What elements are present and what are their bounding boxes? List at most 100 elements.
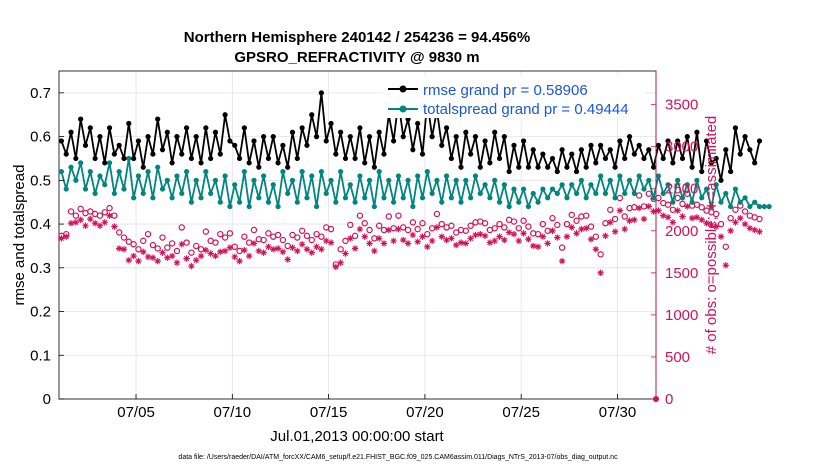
possible-obs-point bbox=[404, 226, 412, 234]
possible-obs-point bbox=[616, 194, 624, 202]
totalspread-point bbox=[333, 199, 339, 205]
totalspread-point bbox=[511, 186, 517, 192]
rmse-point bbox=[492, 129, 498, 135]
rmse-point bbox=[366, 134, 373, 140]
assimilated-obs-point bbox=[640, 215, 648, 223]
assimilated-obs-point bbox=[660, 212, 667, 219]
totalspread-point bbox=[650, 195, 657, 201]
rmse-point bbox=[496, 155, 503, 162]
possible-obs-point bbox=[607, 206, 614, 213]
totalspread-point bbox=[135, 173, 142, 179]
assimilated-obs-point bbox=[554, 234, 561, 241]
assimilated-obs-point bbox=[366, 240, 373, 247]
totalspread-point bbox=[193, 177, 199, 183]
totalspread-point bbox=[212, 177, 219, 183]
totalspread-point bbox=[583, 195, 589, 201]
rmse-point bbox=[227, 138, 233, 144]
totalspread-point bbox=[111, 190, 117, 197]
possible-obs-point bbox=[308, 236, 315, 244]
x-tick-label: 07/10 bbox=[214, 404, 252, 421]
possible-obs-point bbox=[558, 244, 566, 251]
rmse-point bbox=[102, 160, 108, 166]
rmse-point bbox=[443, 125, 450, 131]
possible-obs-point bbox=[115, 229, 123, 236]
rmse-point bbox=[703, 138, 710, 144]
rmse-point bbox=[73, 155, 79, 162]
y-axis-label: rmse and totalspread bbox=[11, 165, 28, 306]
assimilated-obs-point bbox=[626, 217, 633, 224]
possible-obs-point bbox=[419, 220, 426, 227]
rmse-point bbox=[583, 164, 589, 170]
assimilated-obs-point bbox=[424, 243, 431, 250]
assimilated-obs-point bbox=[486, 239, 494, 246]
totalspread-point bbox=[366, 177, 373, 183]
possible-obs-point bbox=[717, 220, 725, 228]
totalspread-point bbox=[728, 203, 734, 210]
assimilated-obs-point bbox=[722, 262, 730, 269]
legend-totalspread-label: totalspread grand pr = 0.49444 bbox=[423, 101, 629, 118]
rmse-point bbox=[304, 142, 310, 148]
possible-obs-point bbox=[582, 212, 590, 219]
totalspread-point bbox=[395, 173, 402, 179]
totalspread-point bbox=[573, 190, 580, 197]
totalspread-point bbox=[58, 168, 65, 175]
totalspread-point bbox=[684, 182, 690, 188]
assimilated-obs-point bbox=[164, 254, 171, 261]
totalspread-point bbox=[328, 177, 334, 183]
totalspread-point bbox=[381, 195, 387, 201]
possible-obs-point bbox=[120, 234, 128, 241]
assimilated-obs-point bbox=[520, 230, 527, 237]
rmse-point bbox=[135, 138, 142, 144]
totalspread-point bbox=[622, 190, 628, 197]
totalspread-point bbox=[179, 190, 185, 197]
possible-obs-point bbox=[741, 208, 749, 215]
assimilated-obs-point bbox=[684, 203, 691, 210]
rmse-point bbox=[602, 155, 609, 162]
rmse-point bbox=[732, 125, 739, 131]
possible-obs-point bbox=[135, 246, 142, 253]
assimilated-obs-point bbox=[274, 245, 282, 252]
totalspread-point bbox=[241, 168, 247, 175]
possible-obs-point bbox=[260, 236, 267, 244]
assimilated-obs-point bbox=[491, 237, 498, 245]
y2-tick-label: 500 bbox=[665, 349, 690, 366]
totalspread-point bbox=[68, 164, 74, 170]
totalspread-point bbox=[232, 182, 238, 188]
possible-obs-point bbox=[221, 234, 229, 241]
rmse-point bbox=[58, 138, 65, 144]
rmse-point bbox=[511, 142, 517, 148]
y-tick-label: 0.7 bbox=[30, 85, 51, 102]
possible-obs-point bbox=[265, 230, 272, 237]
possible-obs-point bbox=[130, 241, 137, 248]
rmse-point bbox=[333, 151, 339, 157]
possible-obs-point bbox=[356, 212, 364, 219]
totalspread-point bbox=[323, 190, 329, 197]
totalspread-point bbox=[752, 199, 758, 205]
totalspread-point bbox=[617, 173, 623, 179]
assimilated-obs-point bbox=[58, 235, 65, 242]
rmse-point bbox=[376, 129, 382, 135]
rmse-point bbox=[684, 134, 690, 140]
rmse-point bbox=[285, 164, 291, 170]
totalspread-point bbox=[448, 195, 454, 201]
assimilated-obs-point bbox=[558, 257, 566, 265]
totalspread-point bbox=[482, 182, 488, 188]
possible-obs-point bbox=[87, 208, 94, 215]
assimilated-obs-point bbox=[578, 225, 585, 233]
totalspread-point bbox=[164, 177, 170, 183]
possible-obs-point bbox=[409, 219, 417, 226]
assimilated-obs-point bbox=[717, 233, 725, 240]
assimilated-obs-point bbox=[323, 237, 330, 245]
assimilated-obs-point bbox=[303, 246, 311, 253]
rmse-point bbox=[309, 112, 315, 118]
assimilated-obs-point bbox=[452, 241, 460, 249]
x-tick-label: 07/30 bbox=[599, 404, 637, 421]
totalspread-point bbox=[689, 199, 695, 205]
rmse-point bbox=[169, 160, 175, 166]
x-tick-label: 07/20 bbox=[406, 404, 444, 421]
y2-tick-label: 1500 bbox=[665, 265, 698, 282]
assimilated-obs-point bbox=[616, 207, 624, 214]
rmse-point bbox=[641, 155, 647, 162]
y2-tick-label: 0 bbox=[665, 391, 673, 408]
possible-obs-point bbox=[188, 249, 195, 256]
